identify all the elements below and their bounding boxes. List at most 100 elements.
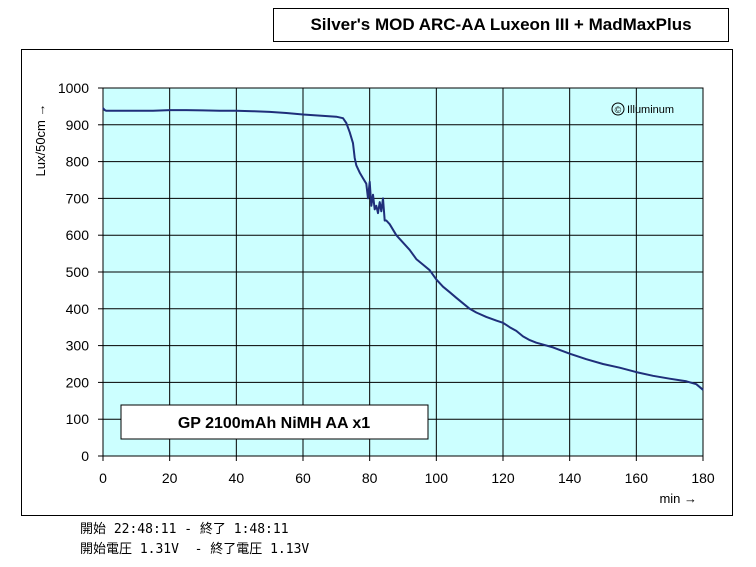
x-tick-label: 20 (162, 470, 178, 486)
y-tick-label: 600 (66, 227, 90, 243)
data-point (384, 219, 386, 222)
data-point (552, 346, 554, 349)
footer-line-time: 開始 22:48:11 - 終了 1:48:11 (80, 522, 289, 537)
data-point (169, 109, 171, 111)
data-point (409, 249, 411, 251)
data-point (104, 109, 106, 111)
data-point (319, 115, 321, 117)
data-point (669, 378, 671, 380)
data-point (619, 367, 621, 369)
data-point (502, 322, 504, 324)
data-point (152, 110, 154, 112)
data-point (252, 110, 254, 112)
data-point (509, 326, 511, 328)
data-point (349, 131, 351, 133)
data-point (355, 164, 357, 166)
data-point (285, 112, 287, 114)
data-point (302, 113, 304, 116)
data-point (449, 291, 451, 293)
data-point (370, 205, 372, 207)
data-point (202, 109, 204, 112)
data-point (402, 241, 404, 244)
data-point (135, 110, 137, 112)
data-point (435, 278, 437, 280)
data-point (185, 109, 187, 111)
data-point (354, 157, 356, 159)
data-point (652, 375, 654, 377)
data-point (374, 208, 376, 211)
x-tick-labels: 0 20 40 60 80 100 120 140 160 180 (99, 470, 715, 486)
data-point (585, 358, 587, 360)
copyright-symbol: © (615, 105, 622, 115)
data-point (415, 258, 417, 260)
y-tick-label: 500 (66, 264, 90, 280)
x-tick-label: 160 (625, 470, 649, 486)
y-axis-label: Lux/50cm → (33, 104, 48, 177)
data-point (380, 210, 382, 212)
data-point (379, 201, 381, 203)
data-point (495, 319, 497, 322)
legend-box: GP 2100mAh NiMH AA x1 (120, 404, 429, 440)
data-point (119, 110, 121, 112)
data-point (529, 339, 531, 341)
data-point (102, 107, 104, 109)
legend-label: GP 2100mAh NiMH AA x1 (178, 415, 370, 432)
data-point (535, 342, 537, 344)
data-point (635, 371, 637, 373)
y-tick-label: 100 (66, 411, 90, 427)
data-point (389, 223, 391, 225)
data-point (522, 335, 524, 337)
x-tick-label: 60 (295, 470, 311, 486)
data-point (367, 197, 369, 199)
data-point (462, 302, 464, 304)
x-tick-label: 40 (229, 470, 245, 486)
watermark: © Illuminum (611, 102, 674, 116)
series-line (102, 107, 704, 391)
data-point (392, 229, 394, 231)
data-point (369, 181, 371, 183)
footer-notes: 開始 22:48:11 - 終了 1:48:11 開始電圧 1.31V - 終了… (80, 520, 309, 560)
y-tick-labels: 0 100 200 300 400 500 600 700 800 900 1000 (58, 80, 89, 464)
x-tick-label: 140 (558, 470, 582, 486)
data-point (422, 264, 424, 266)
data-point (429, 269, 431, 271)
data-point (395, 234, 397, 236)
data-point (235, 110, 237, 112)
data-point (359, 172, 361, 174)
data-point (375, 205, 377, 207)
data-point (345, 122, 347, 124)
y-tick-label: 1000 (58, 80, 89, 96)
data-point (269, 111, 271, 113)
data-point (382, 197, 384, 199)
watermark-text: Illuminum (627, 104, 674, 116)
data-point (602, 363, 604, 365)
y-tick-label: 0 (81, 448, 89, 464)
data-point (342, 117, 344, 119)
footer-line-voltage: 開始電圧 1.31V - 終了電圧 1.13V (80, 542, 310, 557)
data-point (219, 110, 221, 112)
data-point (569, 353, 571, 355)
x-tick-label: 0 (99, 470, 107, 486)
data-point (335, 116, 337, 118)
series-line-group (102, 107, 704, 391)
data-point (695, 383, 697, 385)
y-tick-label: 900 (66, 117, 90, 133)
y-tick-label: 300 (66, 338, 90, 354)
data-point (385, 219, 387, 222)
data-point (469, 308, 471, 310)
data-point (685, 380, 687, 382)
copyright-icon (611, 102, 625, 116)
data-point (442, 286, 444, 288)
x-tick-label: 180 (691, 470, 715, 486)
data-point (372, 194, 374, 196)
data-point (377, 212, 379, 214)
data-point (365, 183, 367, 185)
grid-lines (98, 87, 704, 461)
data-point (455, 297, 457, 299)
data-point (105, 110, 107, 112)
data-point (475, 311, 477, 314)
data-point (485, 316, 487, 318)
data-point (362, 177, 364, 179)
y-tick-label: 400 (66, 301, 90, 317)
